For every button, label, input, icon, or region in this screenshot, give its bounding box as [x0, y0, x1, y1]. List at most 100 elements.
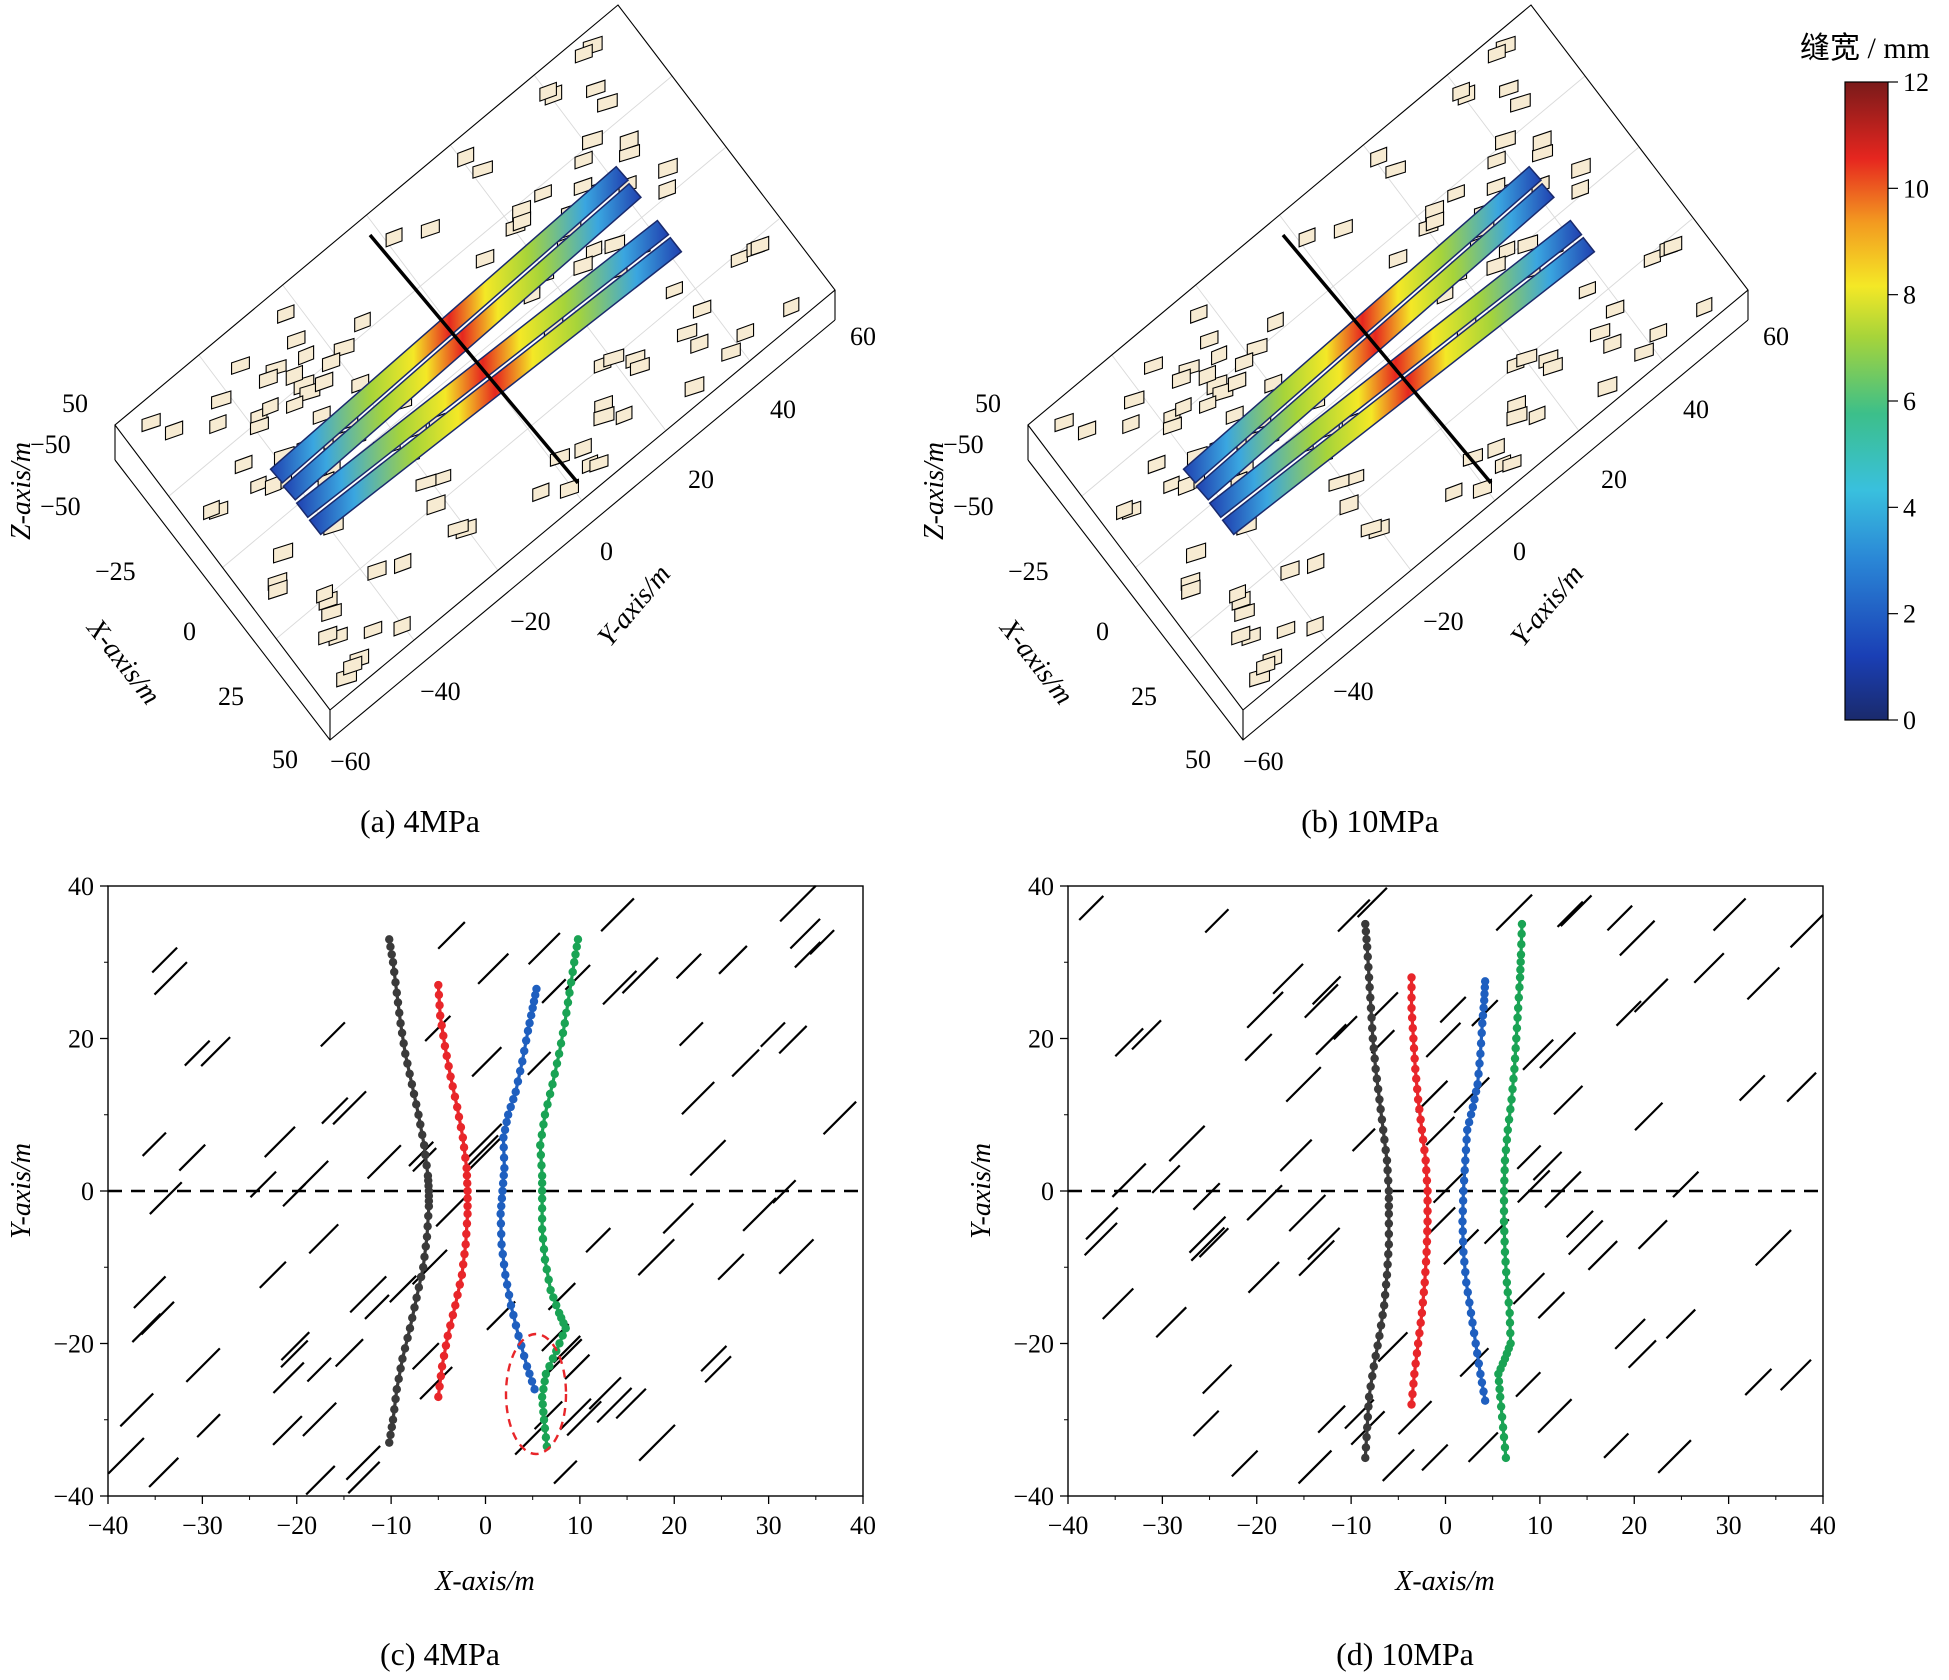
- fracture-path-point: [1480, 989, 1489, 999]
- x-tick-label: −20: [276, 1511, 317, 1540]
- fracture-path-point: [1502, 1267, 1511, 1277]
- natural-fracture-trace: [1459, 1347, 1490, 1378]
- fracture-path-point: [1422, 1166, 1431, 1175]
- natural-fracture: [629, 356, 650, 377]
- natural-fracture: [582, 129, 603, 151]
- natural-fracture-trace: [1188, 1215, 1227, 1254]
- colorbar-tick-label: 10: [1903, 174, 1929, 203]
- fracture-path-point: [1468, 1102, 1478, 1112]
- fracture-path-point: [407, 1080, 417, 1089]
- fracture-path-point: [391, 978, 400, 987]
- natural-fracture: [1452, 81, 1470, 102]
- natural-fracture-trace: [1202, 1363, 1233, 1395]
- fracture-path-point: [1461, 1156, 1470, 1165]
- fracture-path-point: [497, 1194, 507, 1203]
- natural-fracture-trace: [615, 1387, 647, 1420]
- colorbar-title: 缝宽 / mm: [1800, 32, 1930, 65]
- natural-fracture-trace: [200, 1036, 231, 1067]
- natural-fracture: [475, 248, 495, 269]
- panel-a-xtick-50: 50: [272, 745, 298, 774]
- fracture-path-point: [1422, 1237, 1432, 1246]
- y-tick-label: 20: [68, 1025, 94, 1054]
- fracture-path-point: [385, 935, 394, 944]
- fracture-path-point: [1510, 1054, 1520, 1063]
- panel-b-xtick-m25: −25: [1008, 557, 1049, 586]
- panel-c-natural-fractures: [107, 885, 857, 1496]
- fracture-path-point: [1506, 1328, 1515, 1338]
- fracture-path-point: [1366, 1003, 1376, 1013]
- natural-fracture-trace: [1619, 919, 1656, 957]
- fracture-path-point: [1422, 1247, 1431, 1257]
- natural-fracture: [1147, 454, 1166, 475]
- natural-fracture: [658, 178, 676, 200]
- fracture-path-point: [568, 967, 577, 977]
- natural-fracture-trace: [1372, 991, 1399, 1018]
- panel-a-ytick-m40: −40: [420, 677, 461, 706]
- fracture-path-point: [1419, 1288, 1429, 1297]
- fracture-path-point: [1480, 983, 1490, 992]
- fracture-path-point: [1476, 1369, 1485, 1379]
- fracture-path-point: [539, 1384, 548, 1394]
- natural-fracture: [692, 299, 712, 319]
- fracture-path-point: [1508, 1084, 1517, 1094]
- fracture-path-point: [1371, 1064, 1380, 1074]
- natural-fracture-trace: [308, 1223, 340, 1255]
- natural-fracture: [589, 453, 609, 473]
- natural-fracture: [1116, 499, 1133, 521]
- hydraulic-fracture: [269, 165, 630, 484]
- natural-fracture: [321, 602, 342, 623]
- fracture-path-point: [435, 1001, 444, 1010]
- fracture-path-point: [502, 1117, 511, 1127]
- natural-fracture-trace: [1712, 897, 1747, 932]
- x-tick-label: −30: [182, 1511, 223, 1540]
- natural-fracture-trace: [1567, 1219, 1604, 1256]
- fracture-path-point: [1503, 1288, 1512, 1297]
- fracture-path-point: [1377, 1115, 1387, 1124]
- natural-fracture-trace: [681, 1081, 715, 1116]
- natural-fracture-trace: [148, 1457, 180, 1488]
- fracture-path-point: [1461, 1267, 1470, 1277]
- natural-fracture: [420, 218, 440, 239]
- fracture-path-point: [388, 958, 398, 967]
- natural-fracture: [1333, 218, 1353, 239]
- fracture-path-point: [458, 1260, 468, 1269]
- fracture-path-point: [1364, 973, 1374, 982]
- x-tick-label: −40: [1048, 1511, 1089, 1540]
- natural-fracture-trace: [1337, 898, 1371, 933]
- natural-fracture-trace: [302, 1401, 337, 1437]
- natural-fracture: [1211, 345, 1228, 366]
- fracture-path-point: [537, 1186, 547, 1196]
- natural-fracture: [1487, 43, 1506, 64]
- fracture-path-point: [390, 967, 399, 977]
- fracture-path-point: [1379, 1301, 1389, 1310]
- fracture-path-point: [1407, 993, 1416, 1002]
- caption-c: (c) 4MPa: [380, 1636, 500, 1672]
- fracture-path-point: [496, 1219, 506, 1228]
- fracture-path-point: [1423, 1217, 1432, 1226]
- natural-fracture-trace: [1439, 996, 1467, 1024]
- panel-a-xlabel: X-axis/m: [80, 612, 166, 710]
- natural-fracture: [1163, 475, 1180, 495]
- fracture-path-point: [1515, 983, 1524, 992]
- caption-b: (b) 10MPa: [1301, 803, 1439, 839]
- natural-fracture-trace: [552, 1335, 582, 1364]
- fracture-path-point: [453, 1290, 462, 1300]
- natural-fracture: [1388, 248, 1408, 269]
- fracture-path-point: [509, 1310, 518, 1320]
- fracture-path-point: [558, 1331, 567, 1340]
- fracture-path-point: [1381, 1145, 1390, 1155]
- fracture-path-point: [537, 1171, 547, 1180]
- fracture-path-point: [419, 1263, 428, 1272]
- colorbar-tick-label: 4: [1903, 493, 1916, 522]
- panel-c-xticks: −40 −30 −20 −10 0 10 20 30 40: [88, 1496, 876, 1540]
- natural-fracture-trace: [533, 1400, 563, 1430]
- natural-fracture-trace: [1377, 1331, 1409, 1363]
- natural-fracture: [1578, 280, 1596, 300]
- panel-a-3d-view: −60 −40 −20 0 20 40 60 −50 −25 0 25 50 5…: [6, 4, 876, 776]
- fracture-path-point: [1504, 1115, 1514, 1124]
- fracture-path-point: [1375, 1095, 1384, 1104]
- natural-fracture: [1181, 579, 1201, 600]
- colorbar-ticks: 0 2 4 6 8 10 12: [1888, 68, 1929, 735]
- grid-line: [449, 144, 666, 431]
- fracture-path-point: [1476, 1049, 1485, 1058]
